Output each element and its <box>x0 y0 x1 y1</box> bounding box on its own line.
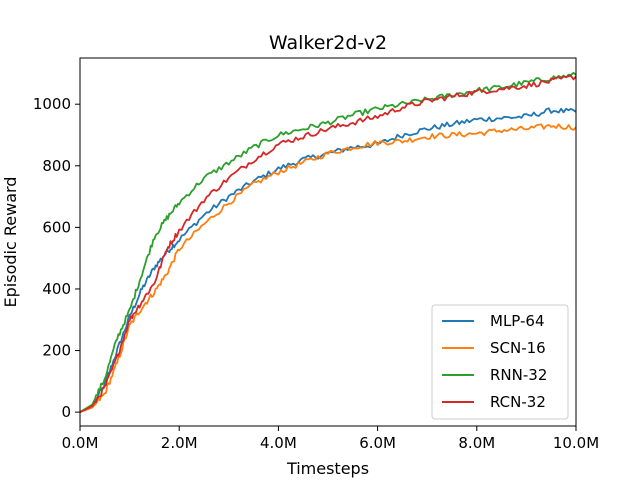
y-axis-label: Episodic Reward <box>1 177 20 308</box>
legend-label: SCN-16 <box>490 339 546 357</box>
legend-label: RNN-32 <box>490 366 547 384</box>
plot-area <box>79 71 577 413</box>
legend: MLP-64 SCN-16 RNN-32 RCN-32 <box>431 304 569 420</box>
chart-title: Walker2d-v2 <box>269 32 387 54</box>
x-tick-label: 10.0M <box>553 434 599 452</box>
x-tick-label: 6.0M <box>359 434 396 452</box>
legend-label: MLP-64 <box>490 312 545 330</box>
y-tick-label: 0 <box>61 403 71 421</box>
y-tick-label: 400 <box>42 280 71 298</box>
x-axis-label: Timesteps <box>286 459 369 478</box>
series-line-rcn-32 <box>79 74 577 413</box>
x-tick-label: 2.0M <box>161 434 198 452</box>
legend-box <box>431 304 569 420</box>
x-tick-label: 4.0M <box>260 434 297 452</box>
y-tick-label: 800 <box>42 157 71 175</box>
series-line-mlp-64 <box>79 107 577 413</box>
legend-label: RCN-32 <box>490 393 546 411</box>
y-tick-label: 200 <box>42 342 71 360</box>
x-tick-label: 0.0M <box>62 434 99 452</box>
y-tick-label: 1000 <box>33 95 71 113</box>
x-axis: 0.0M 2.0M 4.0M 6.0M 8.0M 10.0M <box>62 426 599 452</box>
y-tick-label: 600 <box>42 218 71 236</box>
series-line-scn-16 <box>79 123 577 413</box>
plot-frame <box>79 57 577 427</box>
y-axis: 0 200 400 600 800 1000 <box>33 95 80 421</box>
x-tick-label: 8.0M <box>458 434 495 452</box>
